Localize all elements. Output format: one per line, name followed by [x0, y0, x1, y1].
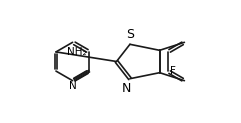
Text: S: S: [126, 28, 134, 41]
Text: NH₂: NH₂: [67, 47, 87, 57]
Text: F: F: [170, 66, 176, 76]
Text: N: N: [69, 81, 77, 91]
Text: N: N: [122, 82, 131, 95]
